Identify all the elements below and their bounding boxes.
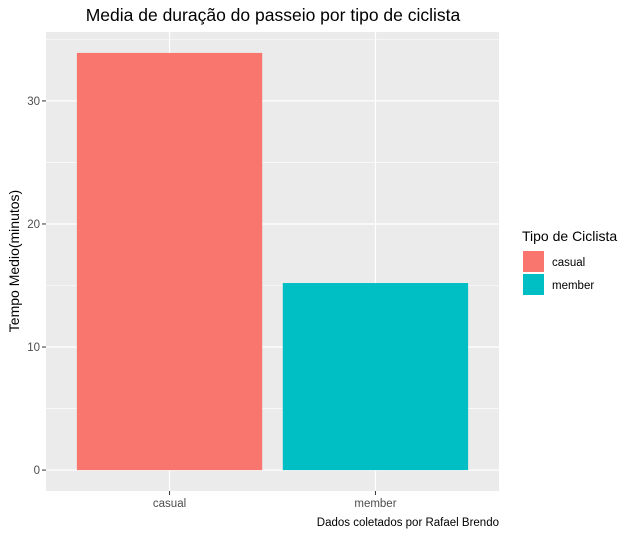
legend: Tipo de Ciclista casual member [522, 228, 617, 295]
chart-caption: Dados coletados por Rafael Brendo [317, 517, 499, 529]
legend-title: Tipo de Ciclista [522, 228, 617, 244]
bar-member [282, 283, 469, 471]
chart-title: Media de duração do passeio por tipo de … [86, 5, 461, 25]
legend-entries: casual member [523, 251, 594, 295]
x-axis: casual member [153, 491, 397, 510]
y-tick-label: 10 [27, 342, 40, 354]
y-tick-label: 20 [27, 219, 40, 231]
y-axis: 0 10 20 30 [27, 96, 46, 477]
legend-label-member: member [552, 280, 594, 292]
y-axis-title: Tempo Medio(minutos) [6, 190, 22, 332]
legend-key-casual [523, 251, 544, 272]
legend-key-member [523, 274, 544, 295]
bar-casual [76, 52, 263, 471]
bars [76, 52, 469, 471]
y-tick-label: 30 [27, 96, 40, 108]
x-tick-label: casual [153, 498, 186, 510]
legend-label-casual: casual [552, 257, 585, 269]
y-tick-label: 0 [34, 465, 40, 477]
x-tick-label: member [354, 498, 396, 510]
